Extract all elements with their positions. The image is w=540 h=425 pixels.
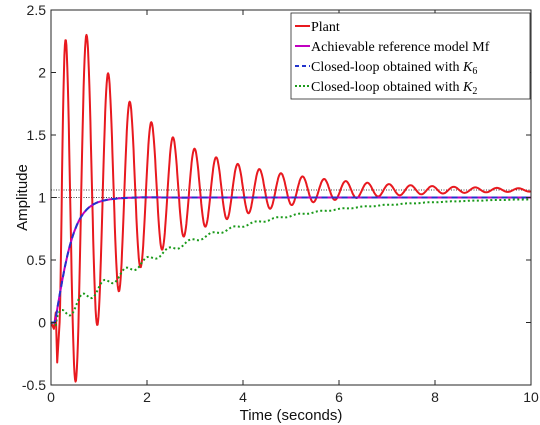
legend-entry-3: Closed-loop obtained with K2 <box>311 80 477 97</box>
y-axis-label: Amplitude <box>14 164 31 231</box>
series-line-3 <box>50 198 531 326</box>
x-axis-label: Time (seconds) <box>240 407 343 424</box>
x-tick-label: 10 <box>523 389 539 405</box>
legend-entry-1: Achievable reference model Mf <box>311 40 490 55</box>
series-line-2 <box>51 196 531 324</box>
y-tick-label: 2.5 <box>27 2 47 18</box>
y-tick-label: 0.5 <box>27 252 47 268</box>
y-tick-label: 2 <box>38 65 46 81</box>
series-layer <box>50 33 532 383</box>
y-tick-label: -0.5 <box>22 377 46 393</box>
y-tick-label: 1 <box>38 190 46 206</box>
reference-lines <box>51 189 531 198</box>
x-tick-label: 6 <box>335 389 343 405</box>
series-line-0 <box>50 33 532 383</box>
x-tick-label: 2 <box>143 389 151 405</box>
y-tick-label: 1.5 <box>27 127 47 143</box>
legend-box <box>290 12 531 100</box>
legend: Plant Achievable reference model Mf Closed… <box>290 12 531 100</box>
legend-entry-0: Plant <box>311 20 340 35</box>
x-tick-label: 0 <box>47 389 55 405</box>
axis-ticks: 0 2 4 6 8 10-0.500.511.522.5 <box>22 2 539 405</box>
legend-entry-2: Closed-loop obtained with K6 <box>311 60 477 77</box>
x-tick-label: 8 <box>431 389 439 405</box>
y-tick-label: 0 <box>38 315 46 331</box>
x-tick-label: 4 <box>239 389 247 405</box>
